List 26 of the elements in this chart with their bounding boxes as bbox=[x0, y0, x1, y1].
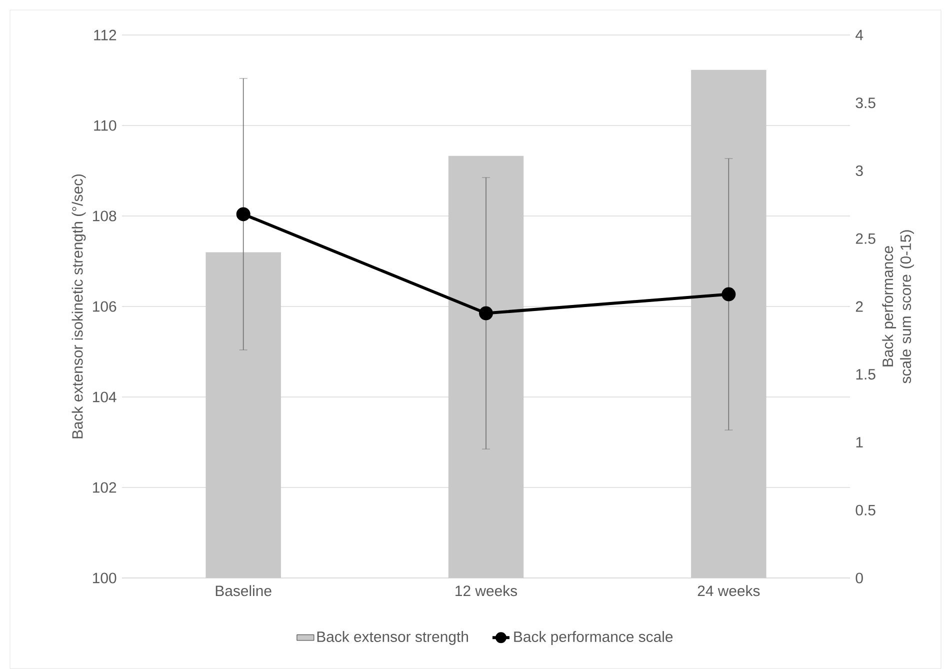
y2-tick-label: 3.5 bbox=[856, 98, 876, 108]
y2-tick-label: 1 bbox=[856, 437, 863, 448]
y2-tick-label: 2 bbox=[856, 301, 863, 312]
y2-tick-label: 2.5 bbox=[856, 233, 876, 244]
y2-tick-label: 3 bbox=[856, 165, 863, 176]
y2-axis-title: Back performance scale sum score (0-15) bbox=[882, 230, 914, 384]
x-tick-label: 24 weeks bbox=[698, 585, 760, 596]
legend-label: Back performance scale bbox=[514, 631, 673, 645]
y-tick-label: 110 bbox=[94, 120, 116, 131]
point bbox=[236, 207, 250, 222]
y-tick-label: 102 bbox=[93, 482, 116, 493]
y-tick-label: 108 bbox=[93, 210, 116, 222]
x-tick-label: 12 weeks bbox=[456, 585, 517, 596]
point bbox=[722, 287, 736, 302]
y2-tick-label: 4 bbox=[856, 30, 864, 40]
y2-tick-label: 1.5 bbox=[856, 369, 876, 380]
x-tick-label: Baseline bbox=[216, 585, 272, 596]
y-axis-title: Back extensor isokinetic strength (°/sec) bbox=[72, 174, 86, 438]
y-tick-label: 104 bbox=[93, 392, 116, 402]
y-tick-label: 112 bbox=[94, 30, 116, 40]
y2-tick-label: 0 bbox=[856, 572, 863, 584]
point bbox=[479, 306, 494, 320]
y-tick-label: 106 bbox=[93, 301, 116, 312]
y2-tick-label: 0.5 bbox=[856, 504, 876, 516]
y-tick-label: 100 bbox=[93, 572, 116, 584]
legend-label: Back extensor strength bbox=[317, 631, 468, 645]
